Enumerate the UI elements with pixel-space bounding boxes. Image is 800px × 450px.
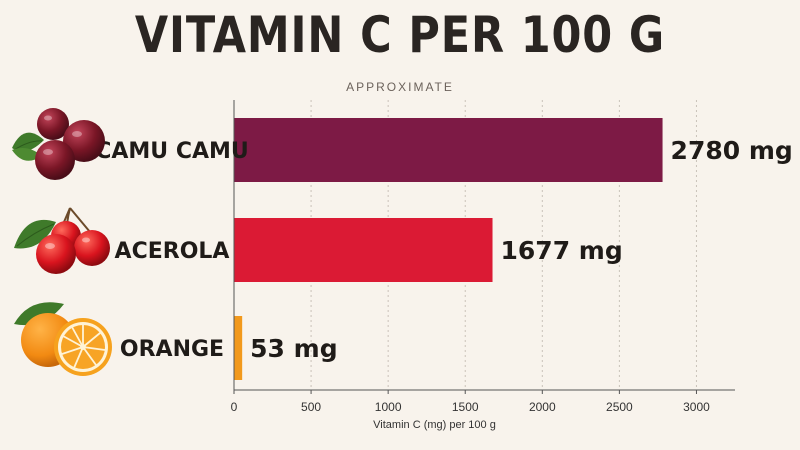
camu-camu-fruit-icon [12, 108, 105, 180]
x-tick-label: 500 [301, 400, 321, 414]
value-label: 1677 mg [501, 236, 623, 265]
category-label: ACEROLA [115, 239, 230, 264]
bar [234, 118, 663, 182]
acerola-cherry-icon [14, 207, 110, 274]
x-tick-label: 1000 [375, 400, 402, 414]
x-tick-label: 1500 [452, 400, 479, 414]
x-tick-label: 2500 [606, 400, 633, 414]
value-label: 2780 mg [671, 136, 793, 165]
orange-slice-icon [14, 302, 112, 376]
x-tick-label: 3000 [683, 400, 710, 414]
bar [234, 218, 493, 282]
category-label: CAMU CAMU [95, 139, 249, 164]
x-tick-label: 2000 [529, 400, 556, 414]
x-tick-label: 0 [231, 400, 238, 414]
bar [234, 316, 243, 380]
value-label: 53 mg [250, 334, 337, 363]
category-label: ORANGE [120, 337, 224, 362]
chart-title: VITAMIN C PER 100 G [134, 6, 666, 64]
chart-subtitle: APPROXIMATE [346, 80, 454, 94]
x-axis-title: Vitamin C (mg) per 100 g [373, 419, 496, 431]
